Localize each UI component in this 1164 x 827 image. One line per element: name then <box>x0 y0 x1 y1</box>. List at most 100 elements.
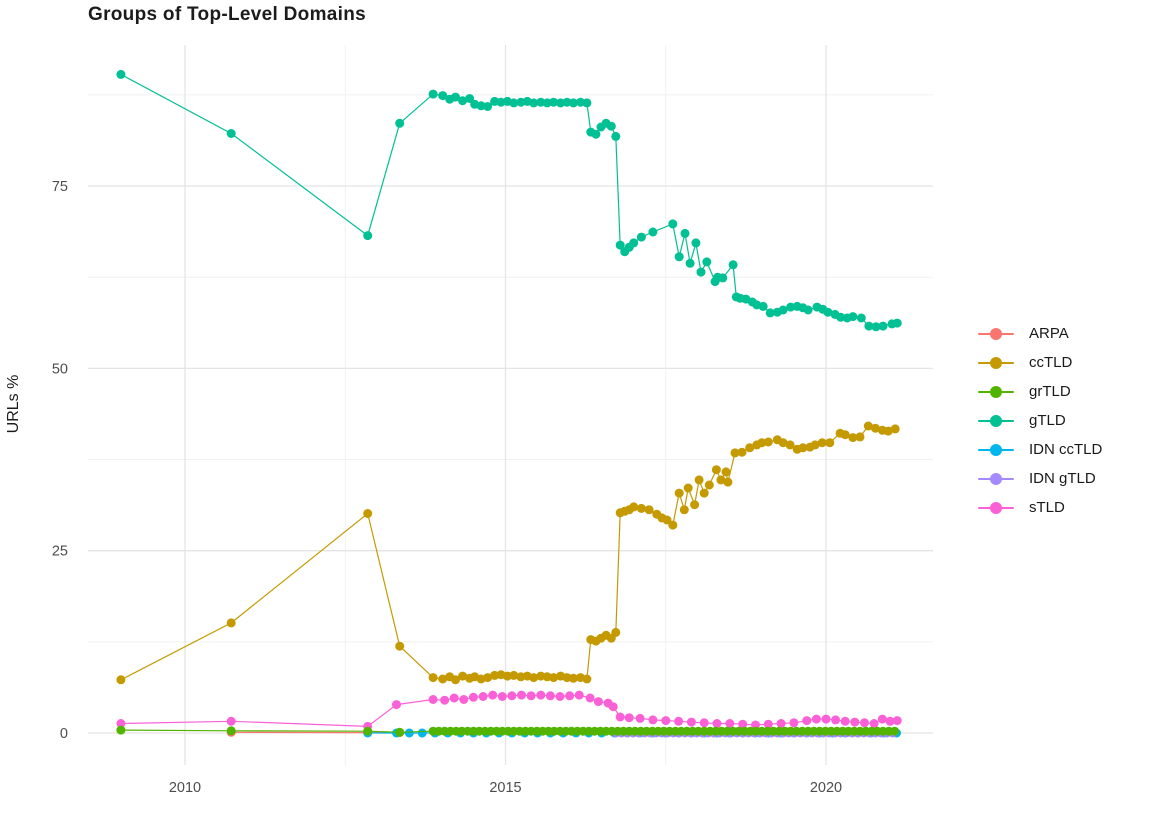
series-point-cctld <box>825 438 835 448</box>
series-point-stld <box>789 718 799 728</box>
series-point-gtld <box>606 121 616 131</box>
series-point-cctld <box>679 505 689 515</box>
series-point-cctld <box>690 500 700 510</box>
series-point-cctld <box>883 426 893 436</box>
series-point-stld <box>517 690 526 700</box>
legend-key-icon <box>978 501 1014 515</box>
series-point-gtld <box>878 321 888 331</box>
series-point-stld <box>608 702 618 712</box>
series-point-stld <box>478 692 488 701</box>
legend-key-icon <box>978 327 1014 341</box>
legend-label: IDN gTLD <box>1029 470 1096 487</box>
series-point-gtld <box>428 89 438 99</box>
series-point-cctld <box>363 509 373 518</box>
series-point-gtld <box>728 260 738 270</box>
series-point-stld <box>840 716 850 726</box>
legend-item-gtld: gTLD <box>978 406 1102 435</box>
series-point-stld <box>686 717 696 727</box>
series-point-cctld <box>668 520 678 530</box>
series-point-stld <box>585 693 595 703</box>
series-point-stld <box>459 695 469 704</box>
series-point-cctld <box>226 618 236 628</box>
series-point-gtld <box>476 101 486 111</box>
legend-label: ccTLD <box>1029 354 1073 371</box>
series-point-stld <box>811 714 821 724</box>
series-point-gtld <box>363 231 373 241</box>
y-tick-label: 50 <box>52 361 68 377</box>
series-point-stld <box>712 719 722 728</box>
legend-key-icon <box>978 414 1014 428</box>
series-point-stld <box>877 714 887 724</box>
series-point-cctld <box>848 433 858 443</box>
series-point-gtld <box>765 308 775 318</box>
series-point-gtld <box>582 98 592 108</box>
chart-title: Groups of Top-Level Domains <box>88 4 366 25</box>
series-point-cctld <box>568 673 578 683</box>
series-point-gtld <box>823 307 833 317</box>
series-point-idn-cctld <box>417 728 427 738</box>
series-point-stld <box>674 716 684 726</box>
series-point-stld <box>593 697 603 707</box>
series-point-gtld <box>648 227 658 237</box>
series-point-grtld <box>890 726 900 736</box>
series-point-gtld <box>451 92 460 102</box>
series-point-cctld <box>704 480 714 490</box>
series-point-cctld <box>483 673 493 683</box>
series-point-cctld <box>778 438 788 448</box>
series-point-gtld <box>226 129 236 138</box>
legend-key-icon <box>978 356 1014 370</box>
series-point-stld <box>850 717 860 727</box>
series-point-stld <box>661 716 671 726</box>
series-point-cctld <box>395 641 405 651</box>
series-point-gtld <box>685 258 695 268</box>
series-point-stld <box>624 713 634 723</box>
series-point-gtld <box>674 252 684 262</box>
series-point-stld <box>615 712 625 722</box>
series-point-stld <box>526 691 536 701</box>
y-tick-label: 25 <box>52 544 68 560</box>
legend-label: sTLD <box>1029 499 1065 516</box>
series-point-gtld <box>611 131 621 141</box>
series-point-stld <box>555 692 565 701</box>
series-point-stld <box>831 715 841 725</box>
legend-label: grTLD <box>1029 383 1071 400</box>
series-point-cctld <box>644 505 654 515</box>
series-point-gtld <box>871 322 881 332</box>
legend-item-cctld: ccTLD <box>978 348 1102 377</box>
series-point-cctld <box>721 467 731 477</box>
series-point-cctld <box>549 673 559 683</box>
series-point-stld <box>116 719 126 728</box>
series-point-cctld <box>870 423 880 433</box>
y-tick-label: 0 <box>60 726 68 742</box>
legend-label: ARPA <box>1029 325 1069 342</box>
series-point-gtld <box>591 129 601 139</box>
series-point-gtld <box>438 91 448 101</box>
series-point-grtld <box>226 726 236 736</box>
series-point-stld <box>738 719 748 729</box>
legend: ARPA ccTLD grTLD gTLD IDN ccTLD IDN gTLD sTLD <box>978 319 1102 522</box>
series-point-idn-cctld <box>404 728 414 738</box>
series-point-stld <box>468 692 478 702</box>
series-point-gtld <box>465 94 475 103</box>
x-tick-label: 2015 <box>489 780 521 796</box>
series-point-gtld <box>786 302 796 312</box>
legend-label: IDN ccTLD <box>1029 441 1103 458</box>
series-point-gtld <box>864 321 874 331</box>
series-point-cctld <box>817 438 827 448</box>
legend-key-icon <box>978 443 1014 457</box>
series-point-gtld <box>549 97 559 107</box>
x-tick-label: 2010 <box>169 780 201 796</box>
series-point-gtld <box>718 273 728 283</box>
series-point-gtld <box>483 102 493 111</box>
series-point-gtld <box>803 305 813 315</box>
series-point-stld <box>449 693 459 703</box>
series-point-stld <box>869 719 879 728</box>
legend-key-icon <box>978 385 1014 399</box>
series-point-gtld <box>116 69 126 79</box>
series-point-gtld <box>691 238 701 248</box>
series-point-gtld <box>509 98 519 108</box>
legend-item-idn-gtld: IDN gTLD <box>978 464 1102 493</box>
series-point-gtld <box>629 238 639 248</box>
